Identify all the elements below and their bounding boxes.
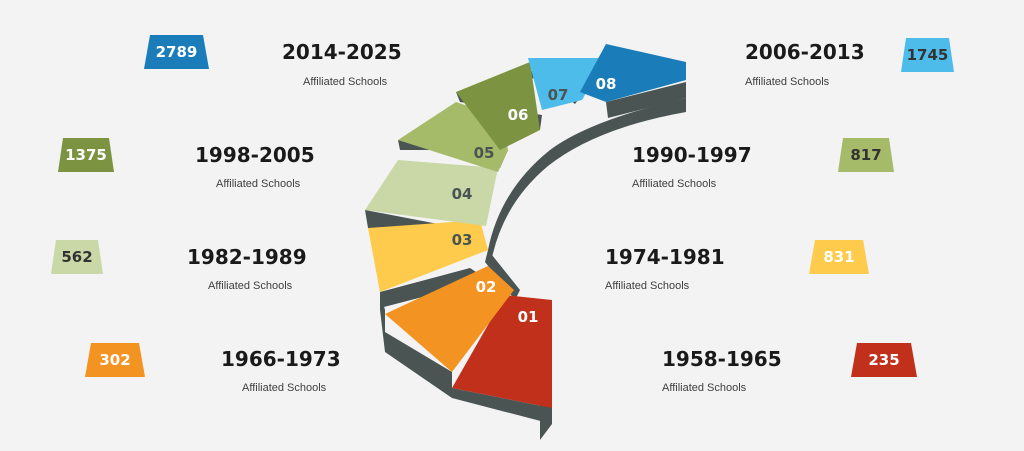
value-badge-1982-1989: 562 bbox=[51, 240, 103, 274]
period-title-2006-2013: 2006-2013 bbox=[745, 40, 865, 64]
period-title-1990-1997: 1990-1997 bbox=[632, 143, 752, 167]
value-badge-1974-1981: 831 bbox=[809, 240, 869, 274]
value-badge-1966-1973: 302 bbox=[85, 343, 145, 377]
step-05-number: 05 bbox=[474, 144, 495, 162]
badge-value: 2789 bbox=[155, 43, 198, 61]
badge-value: 1745 bbox=[906, 46, 949, 64]
period-caption-1974-1981: Affiliated Schools bbox=[605, 280, 690, 292]
badge-value: 1375 bbox=[65, 146, 107, 164]
step-06-number: 06 bbox=[508, 106, 529, 124]
period-caption-1966-1973: Affiliated Schools bbox=[242, 382, 327, 394]
period-caption-2006-2013: Affiliated Schools bbox=[745, 76, 830, 88]
value-badge-1958-1965: 235 bbox=[851, 343, 917, 377]
badge-value: 562 bbox=[61, 248, 93, 266]
step-02-number: 02 bbox=[476, 278, 497, 296]
step-04-tread bbox=[365, 160, 498, 226]
value-badge-2006-2013: 1745 bbox=[901, 38, 954, 72]
value-badge-2014-2025: 2789 bbox=[144, 35, 209, 69]
step-04-number: 04 bbox=[452, 185, 473, 203]
value-badge-1998-2005: 1375 bbox=[58, 138, 114, 172]
step-08-number: 08 bbox=[596, 75, 617, 93]
period-caption-1990-1997: Affiliated Schools bbox=[632, 178, 717, 190]
badge-value: 831 bbox=[823, 248, 855, 266]
value-badge-1990-1997: 817 bbox=[838, 138, 894, 172]
step-07-tread bbox=[528, 58, 606, 110]
step-06-tread bbox=[456, 62, 540, 150]
step-02-tread bbox=[385, 266, 514, 372]
period-caption-1998-2005: Affiliated Schools bbox=[216, 178, 301, 190]
badge-value: 817 bbox=[850, 146, 882, 164]
period-title-1974-1981: 1974-1981 bbox=[605, 245, 725, 269]
step-01-number: 01 bbox=[518, 308, 539, 326]
period-title-1998-2005: 1998-2005 bbox=[195, 143, 315, 167]
period-caption-2014-2025: Affiliated Schools bbox=[303, 76, 388, 88]
step-03-number: 03 bbox=[452, 231, 473, 249]
badge-value: 235 bbox=[868, 351, 900, 369]
step-03-tread bbox=[368, 220, 488, 292]
badge-value: 302 bbox=[99, 351, 131, 369]
period-title-1966-1973: 1966-1973 bbox=[221, 347, 341, 371]
period-caption-1958-1965: Affiliated Schools bbox=[662, 382, 747, 394]
period-title-1958-1965: 1958-1965 bbox=[662, 347, 782, 371]
period-title-2014-2025: 2014-2025 bbox=[282, 40, 402, 64]
step-07-number: 07 bbox=[548, 86, 569, 104]
step-01-tread bbox=[452, 295, 552, 408]
period-caption-1982-1989: Affiliated Schools bbox=[208, 280, 293, 292]
period-title-1982-1989: 1982-1989 bbox=[187, 245, 307, 269]
step-08-tread bbox=[580, 44, 686, 102]
